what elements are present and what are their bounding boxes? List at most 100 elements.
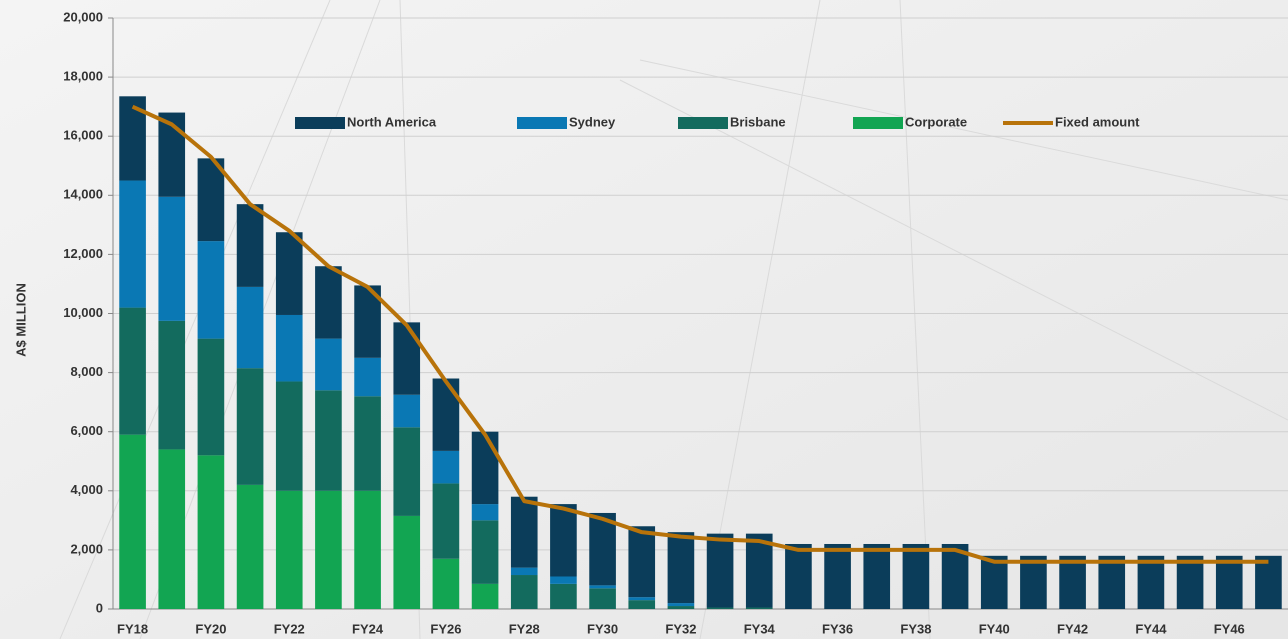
- legend-label: Corporate: [905, 114, 967, 129]
- x-tick-label: FY32: [665, 621, 696, 636]
- bar-segment: [119, 307, 146, 435]
- y-tick-label: 16,000: [63, 128, 103, 143]
- line: [131, 104, 1269, 564]
- bar-segment: [315, 266, 342, 339]
- bar-segment: [471, 504, 499, 521]
- bar-segment: [510, 575, 538, 609]
- bar-segment: [824, 543, 851, 609]
- bar-segment: [745, 607, 773, 609]
- bar-segment: [236, 286, 264, 369]
- bar-segment: [432, 378, 460, 451]
- x-tick-label: FY46: [1214, 621, 1245, 636]
- y-tick-label: 0: [96, 600, 103, 615]
- y-tick-label: 14,000: [63, 187, 103, 202]
- bar-segment: [667, 606, 695, 609]
- bar-segment: [550, 504, 577, 577]
- bar-segment: [236, 368, 264, 485]
- legend-swatch: [678, 117, 728, 129]
- bar-segment: [510, 567, 538, 576]
- bar-segment: [628, 526, 656, 598]
- bar-segment: [941, 543, 969, 609]
- bar-segment: [158, 320, 186, 450]
- bar-segment: [119, 180, 146, 308]
- y-tick-label: 20,000: [63, 9, 103, 24]
- bar-segment: [119, 434, 146, 609]
- x-tick-label: FY30: [587, 621, 618, 636]
- bar-segment: [432, 483, 460, 559]
- bar-segment: [354, 396, 381, 491]
- bar-segment: [1059, 555, 1086, 609]
- y-tick-label: 4,000: [70, 482, 103, 497]
- bar-segment: [471, 520, 499, 584]
- bar-segment: [785, 543, 812, 609]
- bar-segment: [589, 585, 616, 589]
- bar-segment: [393, 427, 421, 516]
- bar-segment: [1215, 555, 1243, 609]
- x-tick-label: FY38: [900, 621, 931, 636]
- y-tick-label: 8,000: [70, 364, 103, 379]
- bar-segment: [315, 390, 342, 491]
- bar-segment: [510, 496, 538, 568]
- x-tick-label: FY18: [117, 621, 148, 636]
- bar-segment: [158, 449, 186, 609]
- bar-segment: [706, 607, 734, 609]
- bar-segment: [902, 543, 930, 609]
- bar-segment: [1176, 555, 1204, 609]
- legend-label: Fixed amount: [1055, 114, 1140, 129]
- x-tick-label: FY44: [1135, 621, 1167, 636]
- bar-segment: [471, 431, 499, 505]
- bar-segment: [315, 490, 342, 609]
- bar-segment: [354, 490, 381, 609]
- x-tick-label: FY24: [352, 621, 384, 636]
- bar-segment: [550, 583, 577, 609]
- bar-segment: [275, 232, 303, 315]
- y-tick-label: 12,000: [63, 246, 103, 261]
- bar-segment: [667, 603, 695, 607]
- bar-segment: [863, 543, 891, 609]
- bar-segment: [393, 515, 421, 609]
- x-tick-label: FY42: [1057, 621, 1088, 636]
- bar-segment: [432, 558, 460, 609]
- legend-swatch: [853, 117, 903, 129]
- x-tick-label: FY26: [430, 621, 461, 636]
- bar-segment: [275, 490, 303, 609]
- bar-segment: [1137, 555, 1165, 609]
- x-tick-label: FY22: [274, 621, 305, 636]
- bar-segment: [236, 204, 264, 287]
- x-tick-label: FY40: [979, 621, 1010, 636]
- legend-label: Brisbane: [730, 114, 786, 129]
- legend-swatch: [295, 117, 345, 129]
- bar-segment: [197, 241, 225, 339]
- y-tick-label: 10,000: [63, 305, 103, 320]
- bar-segment: [1020, 555, 1047, 609]
- bar-segment: [706, 533, 734, 608]
- bar-segment: [158, 196, 186, 321]
- bar-segment: [197, 455, 225, 609]
- x-tick-label: FY36: [822, 621, 853, 636]
- bar-segment: [393, 394, 421, 428]
- y-tick-label: 18,000: [63, 69, 103, 84]
- bar-segment: [1255, 555, 1282, 609]
- bar-segment: [236, 484, 264, 609]
- legend-swatch: [517, 117, 567, 129]
- bar-segment: [275, 381, 303, 491]
- legend-label: Sydney: [569, 114, 616, 129]
- y-axis-label: A$ MILLION: [13, 283, 28, 357]
- bar-segment: [197, 338, 225, 456]
- bar-segment: [432, 450, 460, 484]
- bar-segment: [315, 338, 342, 391]
- bar-segment: [589, 588, 616, 609]
- bar-segment: [589, 512, 616, 586]
- bar-segment: [1098, 555, 1126, 609]
- legend-label: North America: [347, 114, 437, 129]
- x-tick-label: FY20: [195, 621, 226, 636]
- bar-segment: [745, 533, 773, 608]
- bar-segment: [393, 322, 421, 395]
- x-tick-label: FY34: [744, 621, 776, 636]
- y-tick-label: 2,000: [70, 541, 103, 556]
- bar-segment: [471, 583, 499, 609]
- bar-segment: [628, 597, 656, 601]
- bar-segment: [275, 314, 303, 382]
- y-tick-label: 6,000: [70, 423, 103, 438]
